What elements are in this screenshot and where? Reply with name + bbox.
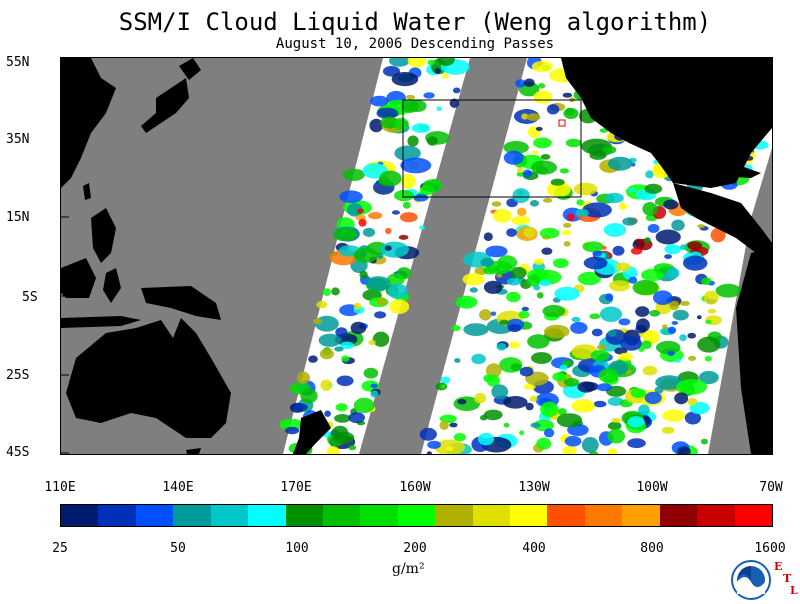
lat-label-15n: 15N xyxy=(6,210,30,225)
colorbar-cell xyxy=(734,505,773,526)
colorbar-label-100: 100 xyxy=(285,541,309,556)
land-japan-north xyxy=(179,58,201,80)
lat-label-5s: 5S xyxy=(22,290,38,305)
etl-letter-e: E xyxy=(774,560,783,573)
colorbar-cell xyxy=(622,505,660,526)
lon-label-160w: 160W xyxy=(399,480,431,495)
colorbar-cell xyxy=(61,505,99,526)
lat-ticks xyxy=(61,58,69,454)
colorbar-label-200: 200 xyxy=(403,541,427,556)
colorbar-cell xyxy=(322,505,361,526)
region-box xyxy=(402,99,582,198)
land-tasmania xyxy=(186,448,201,454)
land-north-america xyxy=(561,58,772,188)
land-central-america xyxy=(673,183,772,258)
land-asia xyxy=(61,58,116,188)
lon-label-130w: 130W xyxy=(518,480,550,495)
colorbar-cell xyxy=(584,505,623,526)
etl-letter-t: T xyxy=(783,572,792,585)
colorbar-cell xyxy=(98,505,136,526)
lat-label-25s: 25S xyxy=(6,368,30,383)
colorbar xyxy=(60,504,773,527)
lon-label-100w: 100W xyxy=(636,480,668,495)
lon-label-70w: 70W xyxy=(759,480,783,495)
land-caribbean xyxy=(711,166,761,178)
land-taiwan xyxy=(83,183,91,200)
land-japan xyxy=(141,78,189,133)
land-south-america xyxy=(736,248,772,454)
colorbar-cell xyxy=(360,505,398,526)
lon-label-110e: 110E xyxy=(44,480,76,495)
lon-label-140e: 140E xyxy=(162,480,194,495)
land-indonesia-islands xyxy=(61,316,141,328)
cloud-liquid-water-map xyxy=(60,57,773,455)
lat-label-55n: 55N xyxy=(6,55,30,70)
noaa-logo xyxy=(731,560,771,600)
colorbar-cell xyxy=(435,505,473,526)
colorbar-cell xyxy=(135,505,174,526)
colorbar-cell xyxy=(510,505,548,526)
land-sulawesi xyxy=(103,268,121,303)
colorbar-cell xyxy=(210,505,249,526)
chart-title: SSM/I Cloud Liquid Water (Weng algorithm… xyxy=(118,8,712,36)
colorbar-cell xyxy=(547,505,585,526)
colorbar-label-25: 25 xyxy=(52,541,68,556)
red-marker xyxy=(558,119,566,127)
colorbar-cell xyxy=(472,505,511,526)
colorbar-label-800: 800 xyxy=(640,541,664,556)
lon-label-170e: 170E xyxy=(280,480,312,495)
land-new-zealand xyxy=(293,410,331,454)
land-australia xyxy=(66,318,231,438)
land-philippines xyxy=(91,208,116,263)
colorbar-cell xyxy=(697,505,735,526)
colorbar-cell xyxy=(173,505,211,526)
no-data-middle xyxy=(359,58,527,454)
land-new-guinea xyxy=(141,286,221,320)
colorbar-cell xyxy=(285,505,323,526)
colorbar-label-50: 50 xyxy=(170,541,186,556)
map-canvas xyxy=(61,58,772,454)
colorbar-cell xyxy=(248,505,286,526)
lat-label-45s: 45S xyxy=(6,445,30,460)
land-masses xyxy=(61,58,772,454)
colorbar-label-1600: 1600 xyxy=(754,541,786,556)
colorbar-cell xyxy=(397,505,436,526)
chart-subtitle: August 10, 2006 Descending Passes xyxy=(275,36,555,52)
etl-letter-l: L xyxy=(790,584,798,597)
colorbar-cell xyxy=(659,505,698,526)
lat-label-35n: 35N xyxy=(6,132,30,147)
colorbar-units: g/m² xyxy=(392,561,425,577)
colorbar-label-400: 400 xyxy=(522,541,546,556)
land-borneo xyxy=(61,258,96,298)
